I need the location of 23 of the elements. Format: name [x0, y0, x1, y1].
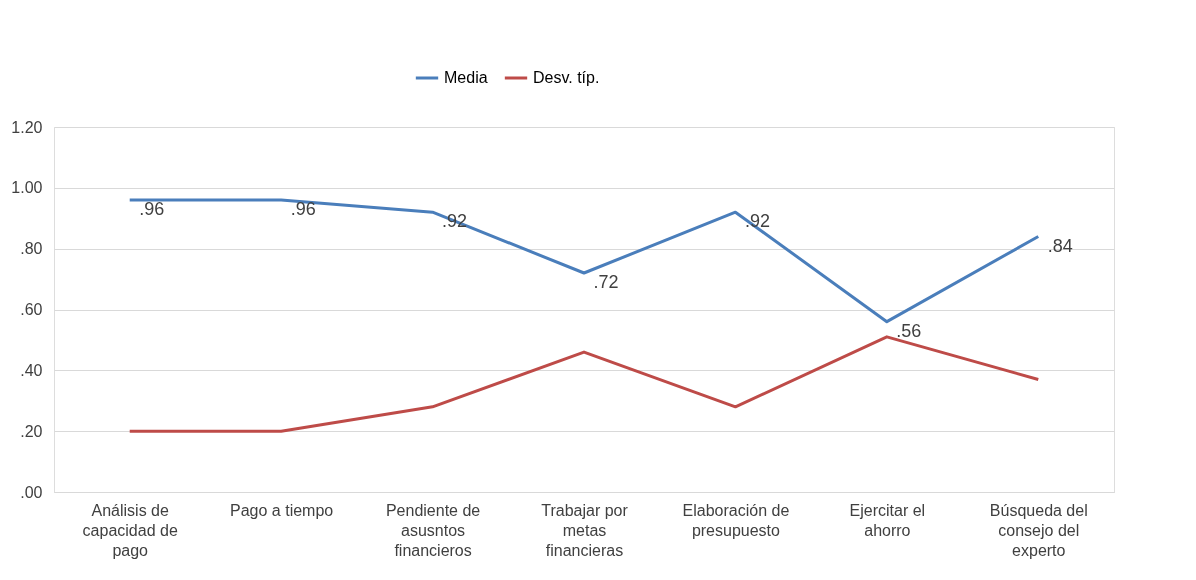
x-tick-label: Trabajar por metas financieras: [541, 501, 629, 559]
legend-label: Desv. típ.: [533, 69, 600, 86]
x-tick-label: Elaboración de presupuesto: [682, 501, 790, 539]
y-tick-label: .20: [20, 422, 43, 440]
legend-label: Media: [444, 69, 488, 86]
x-tick-label: Análisis de capacidad de pago: [82, 501, 178, 559]
line-series: [128, 335, 1040, 433]
x-tick-label: Ejercitar el ahorro: [849, 501, 926, 539]
y-tick-label: .80: [20, 240, 43, 258]
y-tick-label: 1.00: [11, 179, 43, 197]
x-tick-label: Pendiente de asusntos financieros: [385, 501, 481, 559]
data-label: .96: [139, 199, 165, 219]
y-tick-label: 1.20: [11, 118, 43, 136]
y-tick-label: .00: [20, 483, 43, 501]
x-tick-label: Pago a tiempo: [230, 501, 334, 519]
data-label: .56: [896, 320, 922, 341]
y-tick-label: .60: [20, 301, 43, 318]
line-series: [128, 198, 1040, 324]
data-label: .84: [1047, 235, 1073, 256]
data-label: .72: [593, 272, 619, 292]
data-label: .96: [290, 199, 316, 219]
x-tick-label: Búsqueda del consejo del experto: [989, 501, 1088, 559]
y-tick-label: .40: [20, 361, 43, 379]
